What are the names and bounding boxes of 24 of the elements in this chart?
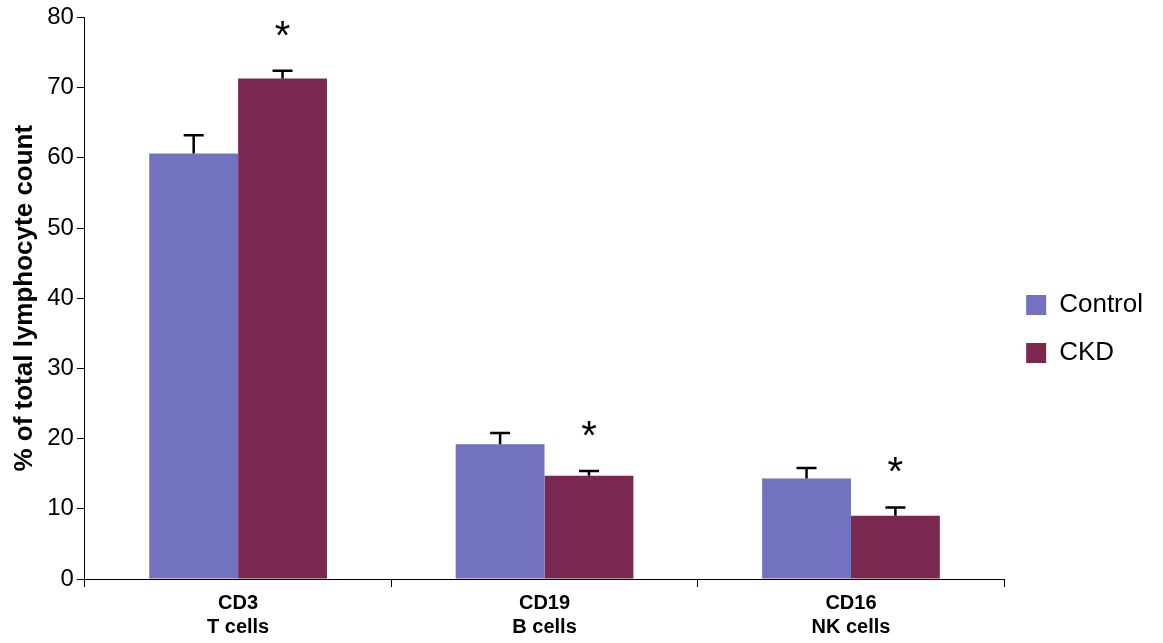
bar — [455, 444, 545, 579]
annotation: * — [887, 449, 904, 494]
y-tick-label: 10 — [47, 493, 74, 521]
y-tick-label: 30 — [47, 353, 74, 381]
x-tick-label: CD16 NK cells — [811, 590, 891, 637]
y-tick-label: 0 — [60, 563, 74, 591]
x-tick-label: CD19 B cells — [512, 590, 577, 637]
y-tick-label: 40 — [47, 282, 74, 310]
annotation: * — [274, 12, 291, 57]
bar — [762, 478, 851, 579]
y-tick-label: 50 — [47, 212, 74, 240]
x-tick-label: CD3 T cells — [206, 590, 270, 637]
y-tick-label: 70 — [47, 72, 74, 100]
bar — [850, 515, 940, 579]
legend-label: Control — [1059, 288, 1144, 319]
bar — [238, 78, 327, 579]
bar — [149, 153, 239, 579]
bar — [544, 475, 634, 579]
y-tick-label: 60 — [47, 142, 74, 170]
y-axis-title: % of total lymphocyte count — [7, 124, 38, 472]
annotation: * — [581, 412, 597, 457]
y-tick-label: 80 — [47, 2, 74, 30]
y-tick-label: 20 — [47, 423, 74, 451]
legend-label: CKD — [1059, 336, 1115, 367]
